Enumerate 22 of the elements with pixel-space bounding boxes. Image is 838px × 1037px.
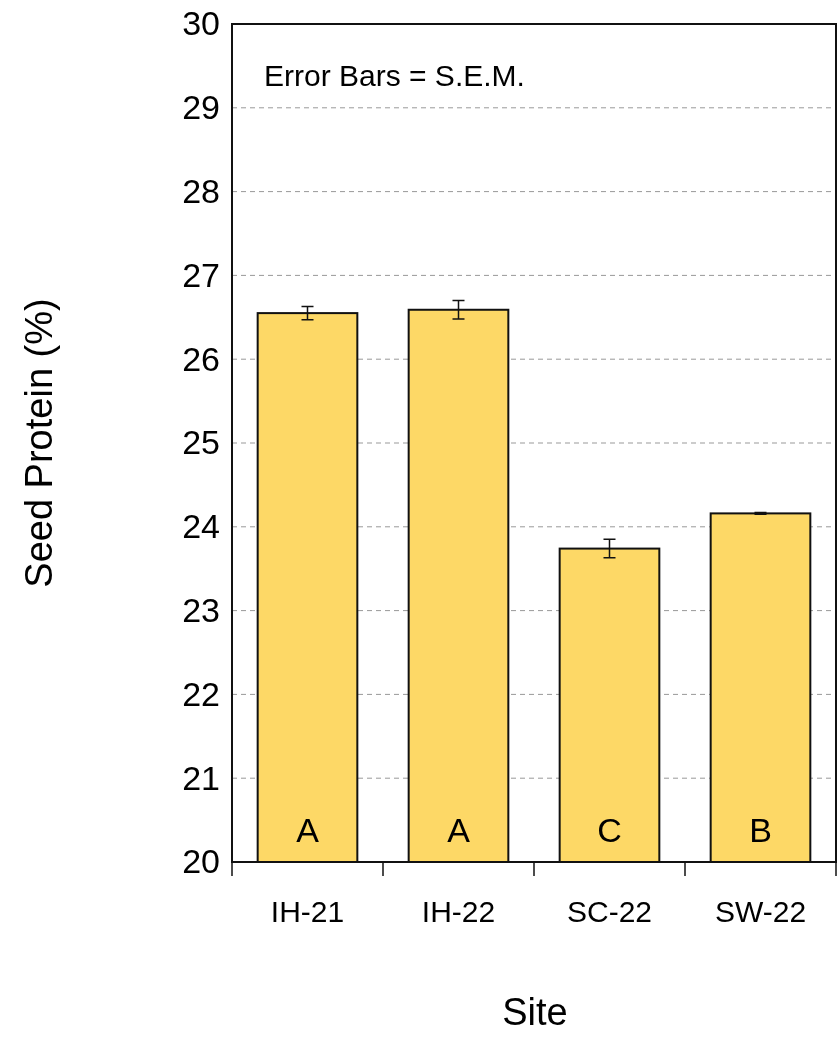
annotation: A (447, 811, 471, 849)
y-tick-label: 23 (182, 590, 220, 629)
x-axis-title: Site (502, 991, 568, 1033)
y-tick-label: 30 (182, 4, 220, 43)
y-tick-label: 29 (182, 88, 220, 127)
y-axis-title: Seed Protein (%) (18, 298, 60, 588)
x-tick-label: IH-21 (270, 895, 345, 928)
annotation: A (296, 811, 320, 849)
annotation: Error Bars = S.E.M. (264, 59, 525, 92)
y-tick-label: 22 (182, 674, 220, 713)
annotation: B (749, 811, 772, 849)
y-tick-label: 25 (182, 423, 220, 462)
y-tick-label: 28 (182, 171, 220, 210)
y-tick-label: 20 (182, 842, 220, 881)
y-tick-label: 26 (182, 339, 220, 378)
x-tick-label: SC-22 (566, 895, 653, 928)
x-tick-label: IH-22 (421, 895, 496, 928)
y-tick-label: 21 (182, 758, 220, 797)
y-tick-label: 27 (182, 255, 220, 294)
y-tick-label: 24 (182, 507, 220, 546)
annotation: C (597, 811, 622, 849)
x-tick-label: SW-22 (714, 895, 807, 928)
